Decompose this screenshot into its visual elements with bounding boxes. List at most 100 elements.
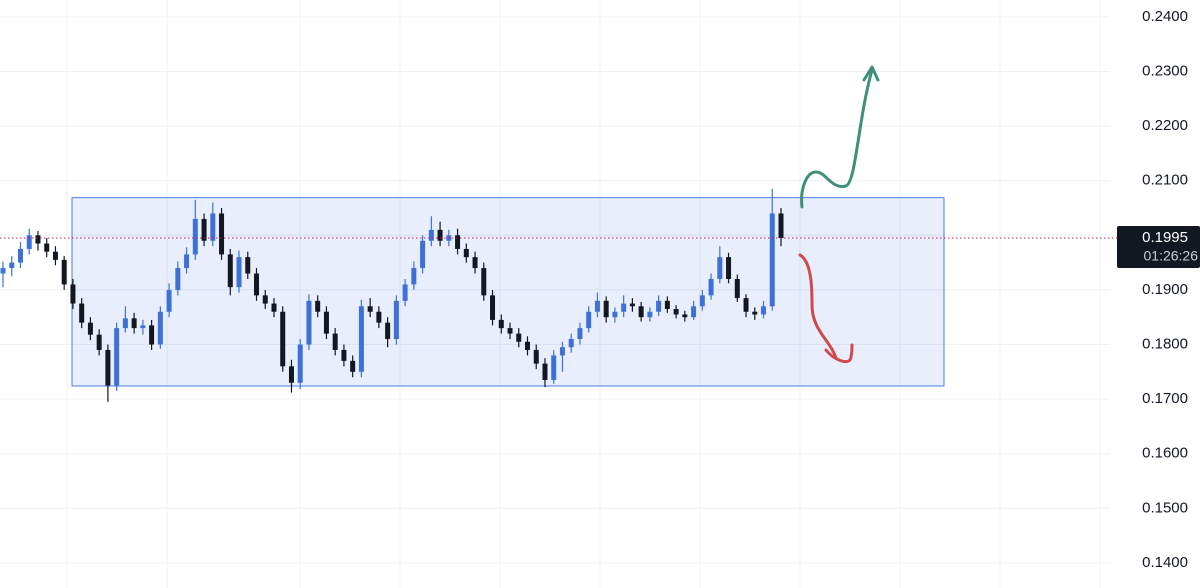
current-price-label: 0.1995 xyxy=(1142,229,1188,246)
candle-body xyxy=(35,235,41,244)
candle-body xyxy=(323,311,329,334)
candle-body xyxy=(288,366,294,383)
candle-body xyxy=(664,300,670,310)
candle-body xyxy=(708,278,714,296)
candle-body xyxy=(166,289,172,312)
candle-body xyxy=(682,314,688,318)
candle-body xyxy=(306,300,312,345)
candle-body xyxy=(149,325,155,345)
candle-body xyxy=(140,325,146,329)
range-box xyxy=(71,197,945,387)
candle-body xyxy=(79,303,85,323)
candle-body xyxy=(26,235,32,249)
candle-body xyxy=(612,311,618,318)
candle-body xyxy=(559,347,565,356)
y-tick-label: 0.1900 xyxy=(1142,281,1188,298)
candle-body xyxy=(542,363,548,380)
candle-body xyxy=(70,284,76,304)
candle-body xyxy=(586,311,592,329)
candle-body xyxy=(524,341,530,350)
candle-body xyxy=(533,349,539,364)
candle-body xyxy=(157,311,163,345)
candle-body xyxy=(726,257,732,279)
candle-body xyxy=(271,303,277,312)
y-tick-label: 0.2400 xyxy=(1142,8,1188,25)
candle-body xyxy=(9,262,15,269)
candle-body xyxy=(699,295,705,307)
candle-body xyxy=(201,218,207,241)
candle-body xyxy=(17,248,23,263)
candle-body xyxy=(332,333,338,350)
candle-body xyxy=(420,240,426,269)
y-tick-label: 0.1800 xyxy=(1142,335,1188,352)
candle-body xyxy=(210,213,216,241)
candle-body xyxy=(490,295,496,320)
price-label-bg xyxy=(1117,226,1200,269)
candle-body xyxy=(114,328,120,386)
candle-body xyxy=(52,251,58,260)
candle-body xyxy=(761,306,767,315)
y-tick-label: 0.2300 xyxy=(1142,62,1188,79)
candle-body xyxy=(280,311,286,367)
candle-body xyxy=(455,235,461,249)
candle-body xyxy=(367,306,373,312)
y-tick-label: 0.1400 xyxy=(1142,554,1188,571)
candle-body xyxy=(734,278,740,299)
candle-body xyxy=(393,300,399,340)
y-tick-label: 0.1700 xyxy=(1142,390,1188,407)
candle-body xyxy=(192,218,198,255)
candle-body xyxy=(297,344,303,383)
candle-body xyxy=(131,318,137,329)
candle-body xyxy=(717,257,723,279)
candle-body xyxy=(44,243,50,252)
candle-body xyxy=(769,213,775,307)
up-arrowhead xyxy=(862,65,880,82)
candle-body xyxy=(376,311,382,323)
candle-body xyxy=(219,213,225,255)
candle-body xyxy=(96,334,102,350)
candle-body xyxy=(122,318,128,329)
candle-body xyxy=(175,268,181,290)
candle-body xyxy=(245,257,251,274)
candle-body xyxy=(254,273,260,296)
y-tick-label: 0.1600 xyxy=(1142,445,1188,462)
candle-body xyxy=(236,257,242,288)
candle-body xyxy=(463,248,469,258)
annotation-arrows xyxy=(798,65,880,364)
candle-body xyxy=(603,300,609,318)
candle-body xyxy=(594,300,600,312)
candle-body xyxy=(656,300,662,312)
down-arrowhead xyxy=(824,343,854,364)
candle-body xyxy=(358,306,364,372)
candle-body xyxy=(385,322,391,340)
candle-body xyxy=(402,284,408,301)
y-tick-label: 0.2200 xyxy=(1142,117,1188,134)
candle-body xyxy=(262,295,268,304)
candle-body xyxy=(568,339,574,348)
candle-body xyxy=(428,229,434,241)
candle-body xyxy=(0,268,6,274)
countdown-label: 01:26:26 xyxy=(1144,248,1199,264)
candle-body xyxy=(638,306,644,318)
y-tick-label: 0.1500 xyxy=(1142,499,1188,516)
candle-body xyxy=(227,254,233,288)
up-arrow xyxy=(800,68,874,209)
candle-body xyxy=(411,268,417,285)
y-tick-label: 0.2100 xyxy=(1142,172,1188,189)
candle-body xyxy=(87,322,93,335)
candle-body xyxy=(577,328,583,340)
candle-body xyxy=(629,303,635,307)
candle-body xyxy=(437,229,443,241)
candle-body xyxy=(481,268,487,296)
candle-body xyxy=(743,298,749,312)
candle-body xyxy=(105,349,111,386)
candle-body xyxy=(61,259,67,285)
candle-body xyxy=(691,306,697,318)
candle-body xyxy=(551,355,557,380)
candle-body xyxy=(341,349,347,361)
candle-body xyxy=(350,360,356,372)
candle-body xyxy=(752,311,758,315)
candle-body xyxy=(647,311,653,318)
candle-body xyxy=(507,328,513,334)
